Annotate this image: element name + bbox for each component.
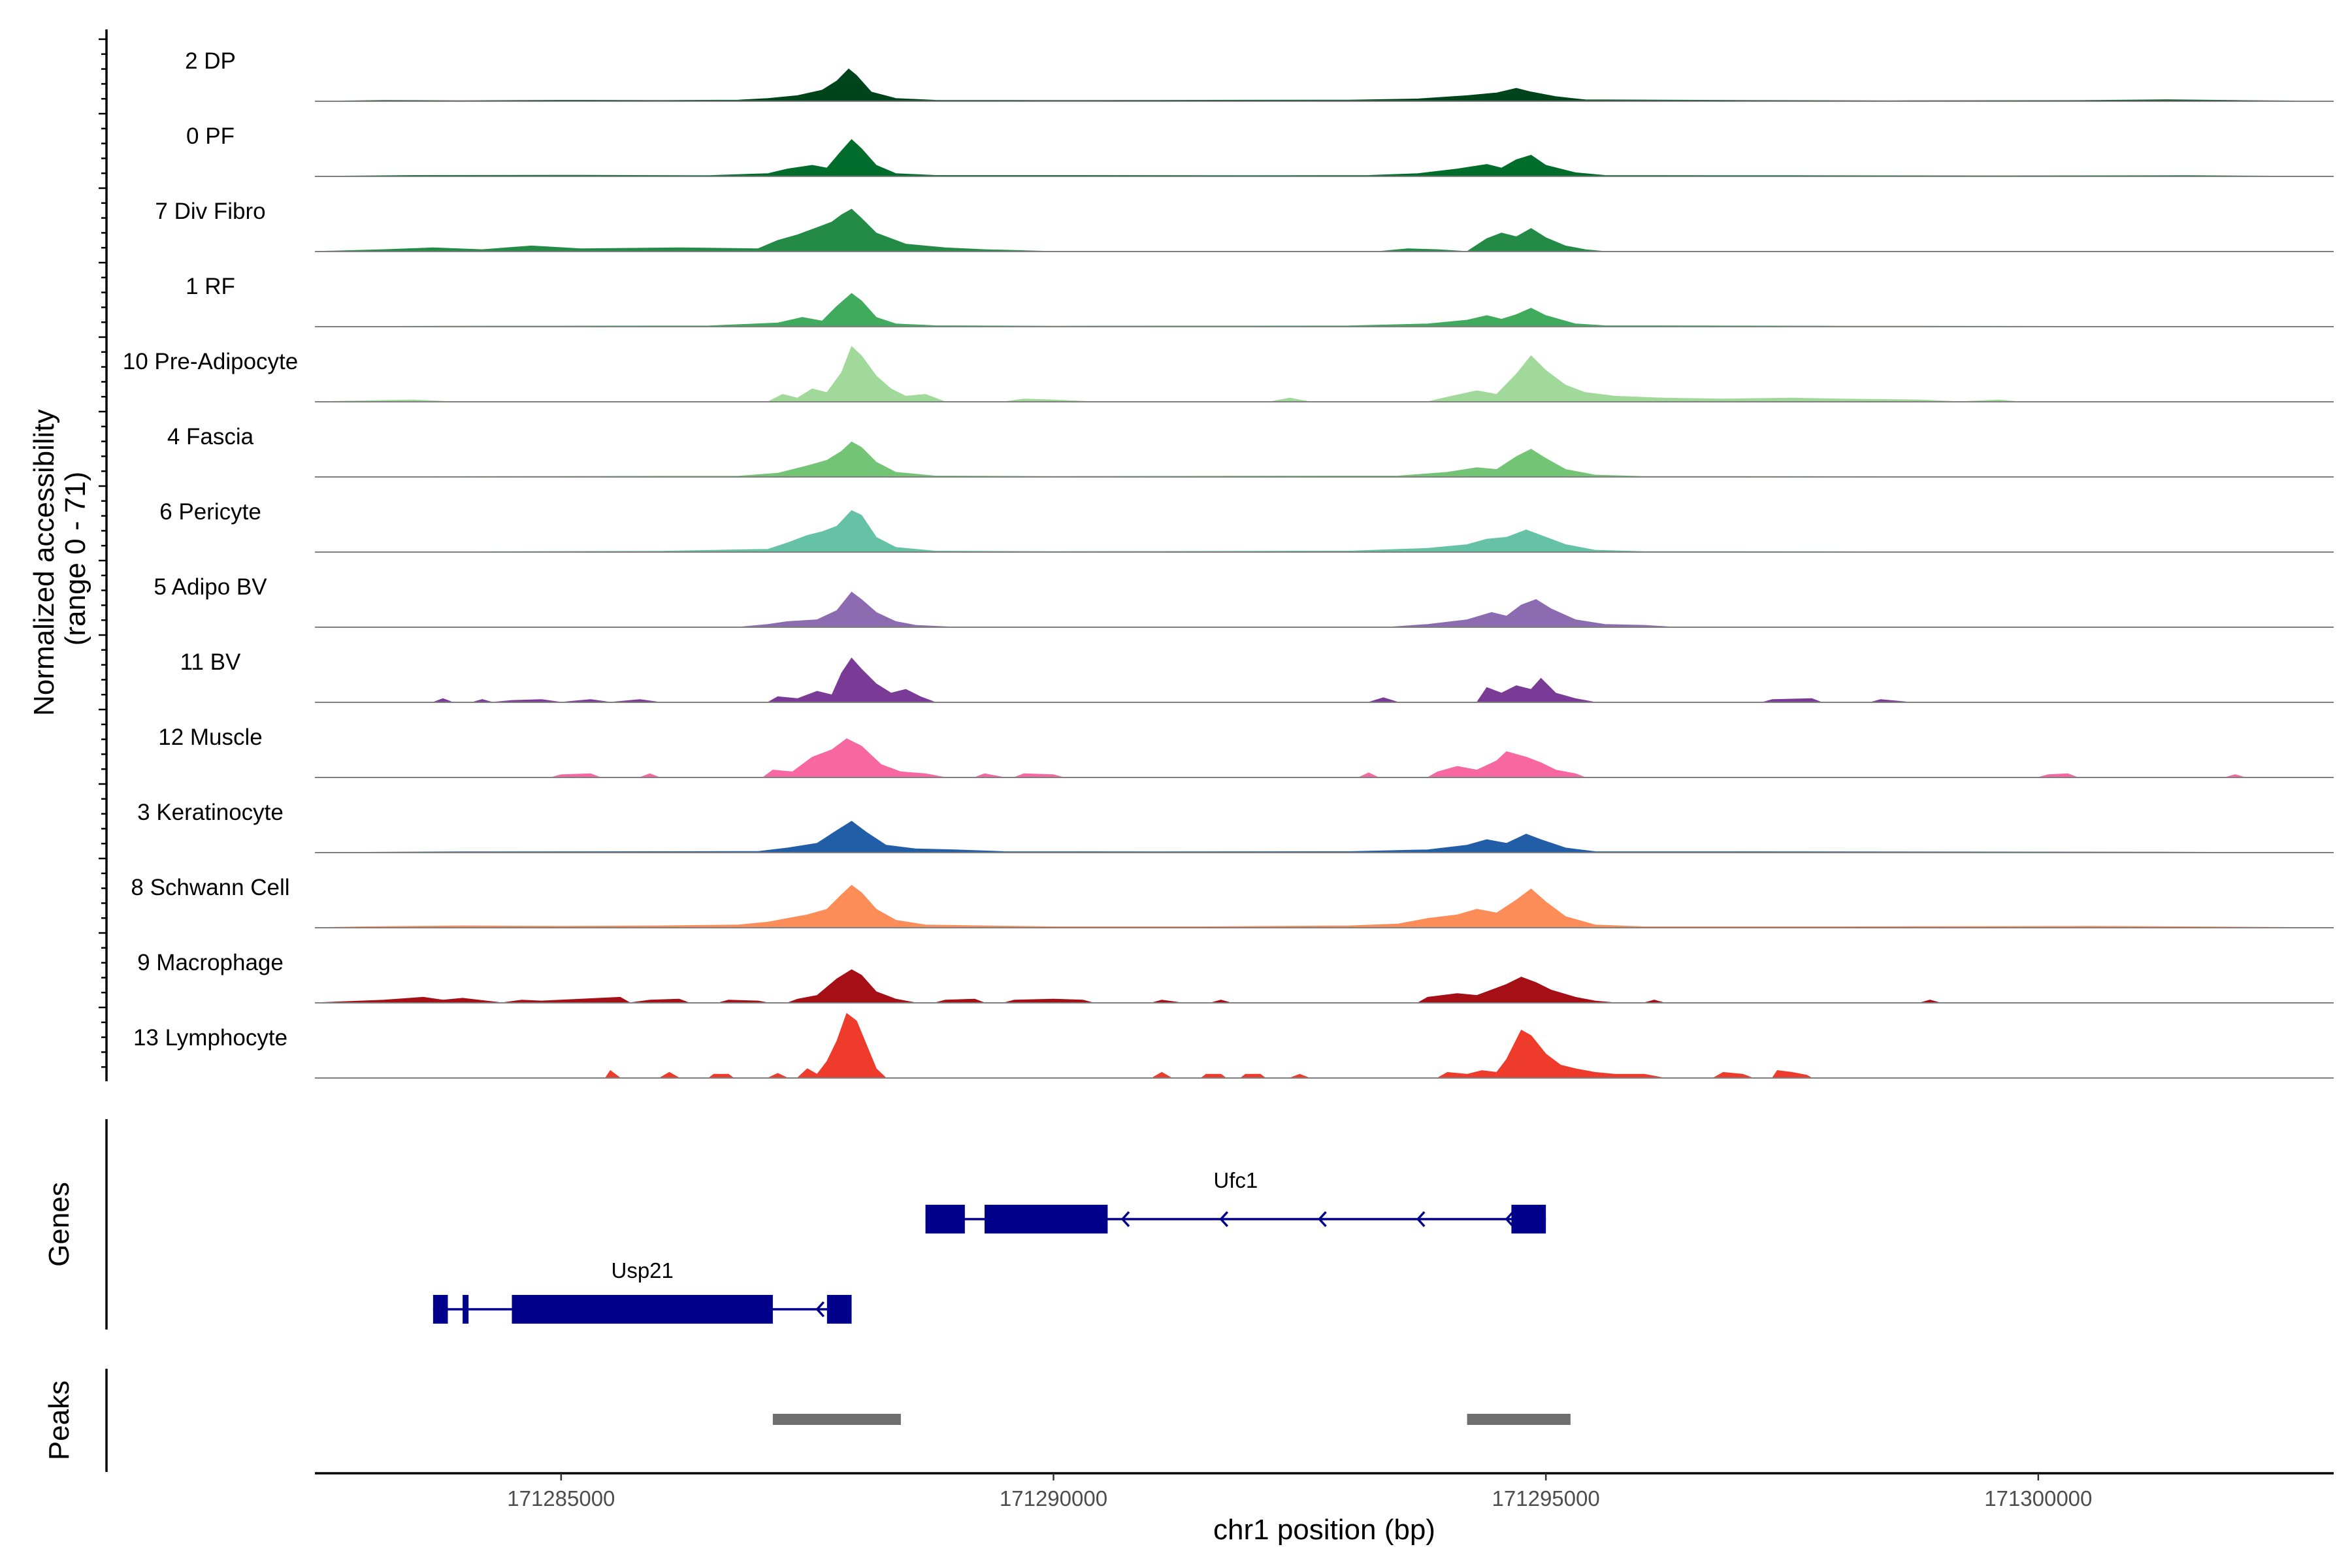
gene-exon (1511, 1205, 1546, 1233)
track-label: 11 BV (180, 649, 241, 675)
coverage-panel: Normalized accessibility (range 0 - 71) … (28, 29, 2334, 1081)
gene-exon (463, 1295, 469, 1324)
x-tick-label: 171290000 (1000, 1486, 1107, 1511)
peaks-panel: Peaks (43, 1369, 1571, 1472)
track-label: 3 Keratinocyte (137, 800, 284, 825)
coverage-area-3 (314, 293, 2334, 327)
gene-exon (512, 1295, 773, 1324)
track-label: 7 Div Fibro (155, 199, 265, 224)
peaks-panel-title: Peaks (43, 1380, 75, 1460)
gene-models: Usp21 Ufc1 (433, 1168, 1546, 1324)
y-axis-title-line-1: Normalized accessibility (28, 409, 60, 715)
coverage-area-8 (315, 657, 2334, 703)
track-6: 6 Pericyte (159, 499, 2334, 553)
strand-arrow (1219, 1211, 1229, 1228)
track-12: 9 Macrophage (137, 950, 2334, 1004)
track-9: 12 Muscle (158, 725, 2334, 778)
gene-label: Ufc1 (1213, 1168, 1258, 1192)
coverage-area-9 (315, 738, 2334, 778)
strand-arrow (1505, 1211, 1514, 1228)
y-axis-ticks (99, 38, 106, 1068)
y-axis-title-line-2: (range 0 - 71) (59, 472, 91, 646)
gene-exon (984, 1205, 1108, 1233)
track-label: 6 Pericyte (159, 499, 261, 525)
x-axis-title: chr1 position (bp) (1213, 1514, 1435, 1546)
coverage-area-6 (314, 510, 2334, 553)
track-label: 4 Fascia (167, 424, 254, 449)
strand-arrow (437, 1301, 447, 1318)
track-2: 7 Div Fibro (155, 199, 2334, 252)
track-label: 10 Pre-Adipocyte (123, 349, 298, 374)
track-label: 1 RF (186, 274, 235, 299)
track-label: 0 PF (186, 123, 235, 149)
peak-region (1467, 1414, 1571, 1425)
track-7: 5 Adipo BV (154, 574, 2334, 628)
track-3: 1 RF (186, 274, 2334, 327)
track-0: 2 DP (185, 48, 2334, 102)
track-4: 10 Pre-Adipocyte (123, 346, 2334, 402)
peak-regions (772, 1414, 1571, 1425)
y-axis-title: Normalized accessibility (range 0 - 71) (28, 401, 91, 716)
peak-region (772, 1414, 901, 1425)
track-11: 8 Schwann Cell (131, 875, 2334, 928)
coverage-area-4 (314, 346, 2334, 402)
coverage-tracks: 2 DP 0 PF 7 Div Fibro 1 RF 10 Pre-Adipocyte 4… (123, 48, 2334, 1079)
coverage-area-11 (314, 885, 2334, 928)
x-axis: 171285000 171290000 171295000 171300000 chr… (315, 1472, 2334, 1546)
track-label: 12 Muscle (158, 725, 263, 750)
x-axis-ticks: 171285000 171290000 171295000 171300000 (507, 1473, 2092, 1511)
strand-arrow (1120, 1211, 1130, 1228)
coverage-area-10 (314, 821, 2334, 853)
track-13: 13 Lymphocyte (133, 1013, 2334, 1079)
strand-arrow (815, 1301, 825, 1318)
coverage-area-7 (315, 591, 2334, 628)
x-tick-label: 171285000 (507, 1486, 615, 1511)
x-tick-label: 171300000 (1984, 1486, 2092, 1511)
coverage-area-13 (315, 1013, 2334, 1079)
x-tick-label: 171295000 (1492, 1486, 1600, 1511)
coverage-area-1 (314, 139, 2334, 177)
coverage-area-0 (314, 68, 2334, 102)
track-label: 5 Adipo BV (154, 574, 267, 600)
gene-usp21: Usp21 (433, 1258, 852, 1324)
track-label: 8 Schwann Cell (131, 875, 289, 900)
track-5: 4 Fascia (167, 424, 2334, 478)
track-label: 9 Macrophage (137, 950, 284, 975)
genes-panel-title: Genes (43, 1182, 75, 1267)
track-label: 13 Lymphocyte (133, 1025, 287, 1051)
track-label: 2 DP (185, 48, 236, 74)
strand-arrow (1318, 1211, 1327, 1228)
track-1: 0 PF (186, 123, 2334, 177)
strand-arrow (1416, 1211, 1426, 1228)
coverage-area-2 (314, 208, 2334, 252)
genes-panel: Genes Usp21 Ufc1 (43, 1119, 1546, 1330)
gene-exon (925, 1205, 965, 1233)
gene-label: Usp21 (611, 1258, 673, 1282)
track-10: 3 Keratinocyte (137, 800, 2334, 853)
gene-exon (826, 1295, 852, 1324)
gene-ufc1: Ufc1 (925, 1168, 1546, 1233)
coverage-area-5 (314, 441, 2334, 478)
coverage-area-12 (314, 969, 2334, 1004)
track-8: 11 BV (180, 649, 2334, 703)
